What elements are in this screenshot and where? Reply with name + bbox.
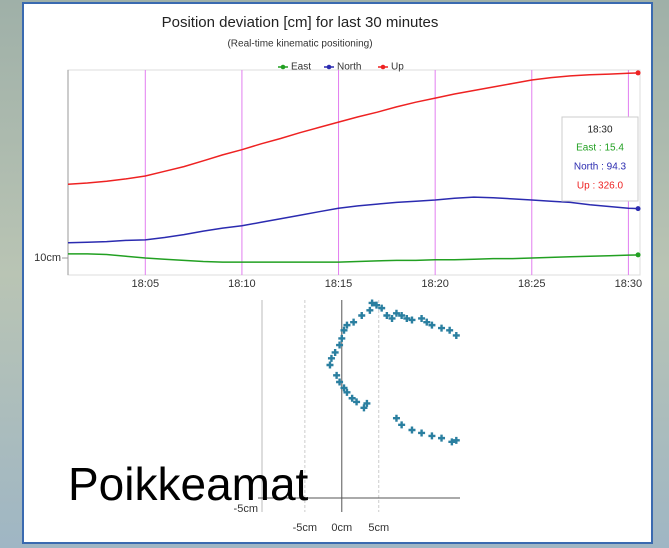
x-tick-label: 0cm [331,522,352,534]
chart-subtitle: (Real-time kinematic positioning) [227,39,372,50]
legend-label: East [291,62,311,73]
chart-title: Position deviation [cm] for last 30 minu… [162,14,439,31]
legend-label: North [337,62,361,73]
tooltip-line: North : 94.3 [574,162,627,173]
x-tick-label: 18:05 [132,278,160,290]
end-point [636,206,641,211]
y-tick-label: 10cm [34,252,61,264]
slide: Position deviation [cm] for last 30 minu… [0,0,669,548]
x-tick-label: 18:25 [518,278,546,290]
legend-label: Up [391,62,404,73]
legend-marker [281,65,286,70]
x-tick-label: 18:30 [615,278,643,290]
x-tick-label: 18:10 [228,278,256,290]
legend-marker [327,65,332,70]
page: Position deviation [cm] for last 30 minu… [0,0,669,548]
legend-marker [381,65,386,70]
x-tick-label: 18:20 [421,278,449,290]
tooltip-line: East : 15.4 [576,143,624,154]
x-tick-label: 18:15 [325,278,353,290]
x-tick-label: -5cm [293,522,317,534]
caption: Poikkeamat [68,458,309,510]
end-point [636,70,641,75]
tooltip-title: 18:30 [587,125,612,136]
tooltip-line: Up : 326.0 [577,181,624,192]
end-point [636,252,641,257]
x-tick-label: 5cm [368,522,389,534]
